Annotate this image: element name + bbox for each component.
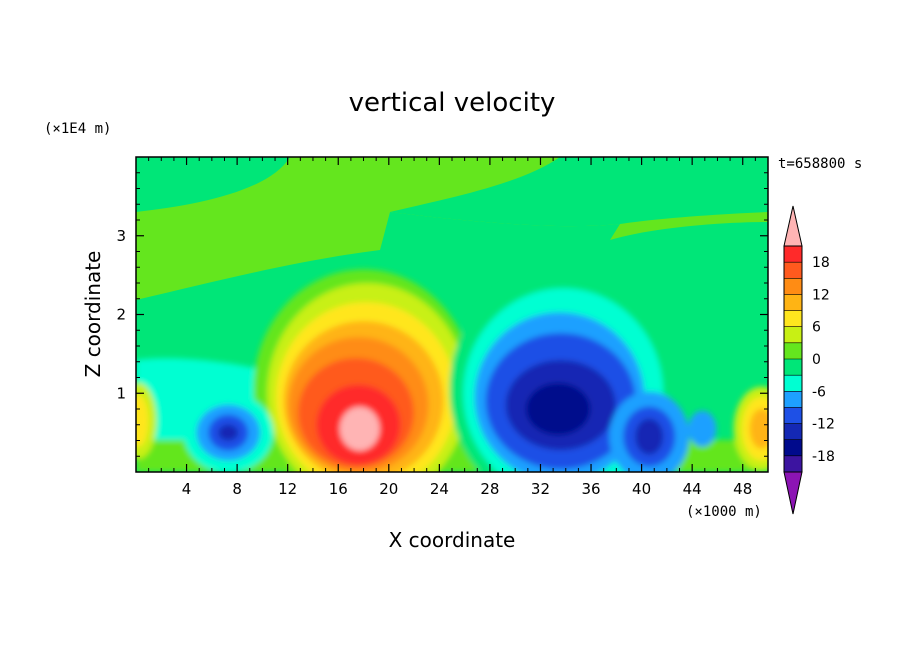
- field-region-upper-right: [390, 157, 768, 227]
- x-tick-label: 16: [329, 480, 348, 498]
- downdraft-left-contour-3: [218, 424, 239, 441]
- colorbar-label: 6: [812, 320, 821, 336]
- colorbar-bin: [784, 359, 802, 376]
- colorbar-bin: [784, 278, 802, 295]
- colorbar-label: 18: [812, 255, 830, 271]
- colorbar-bin: [784, 375, 802, 392]
- colorbar-bin: [784, 294, 802, 312]
- chart-title: vertical velocity: [348, 88, 556, 118]
- field-region-upper-left: [136, 157, 290, 212]
- y-tick-label: 1: [116, 384, 126, 402]
- colorbar-label: -6: [812, 384, 826, 400]
- x-tick-label: 40: [632, 480, 651, 498]
- x-tick-label: 4: [182, 480, 192, 498]
- colorbar-bin: [784, 342, 802, 360]
- x-tick-label: 28: [480, 480, 499, 498]
- colorbar-label: -18: [812, 449, 835, 465]
- field-features: [136, 269, 768, 472]
- colorbar-label: -12: [812, 417, 835, 433]
- x-tick-label: 36: [581, 480, 600, 498]
- x-tick-label: 48: [733, 480, 752, 498]
- updraft-contour-7: [339, 406, 380, 451]
- colorbar-bin: [784, 439, 802, 457]
- x-tick-label: 8: [232, 480, 242, 498]
- downdraft-small-contour: [688, 410, 717, 447]
- x-tick-label: 20: [379, 480, 398, 498]
- colorbar: 18 12 6 0 -6 -12 -18: [783, 205, 835, 515]
- x-tick-label: 32: [531, 480, 550, 498]
- updraft-right-edge-contour-2: [749, 408, 768, 449]
- colorbar-bin: [784, 391, 802, 408]
- colorbar-bin: [784, 455, 802, 473]
- colorbar-label: 0: [812, 352, 821, 368]
- colorbar-bin: [784, 407, 802, 425]
- downdraft-right-contour-2: [635, 418, 664, 455]
- y-tick-label: 2: [116, 306, 126, 324]
- colorbar-bin: [784, 423, 802, 441]
- x-axis-unit: (×1000 m): [686, 504, 762, 520]
- contour-field: [136, 157, 768, 472]
- x-tick-label: 24: [430, 480, 449, 498]
- downdraft-contour-5: [526, 383, 591, 435]
- colorbar-over-triangle: [783, 205, 803, 247]
- colorbar-bin: [784, 326, 802, 344]
- colorbar-bin: [784, 310, 802, 328]
- updraft-left-edge-contour-1: [136, 394, 149, 447]
- x-axis-label: X coordinate: [388, 528, 516, 552]
- time-label: t=658800 s: [778, 156, 863, 172]
- x-tick-label: 12: [278, 480, 297, 498]
- x-tick-label: 44: [683, 480, 702, 498]
- colorbar-label: 12: [812, 287, 830, 303]
- colorbar-under-triangle: [783, 471, 803, 515]
- y-tick-label: 3: [116, 227, 126, 245]
- colorbar-bin: [784, 262, 802, 279]
- y-axis-unit: (×1E4 m): [44, 121, 112, 137]
- colorbar-bin: [784, 246, 802, 263]
